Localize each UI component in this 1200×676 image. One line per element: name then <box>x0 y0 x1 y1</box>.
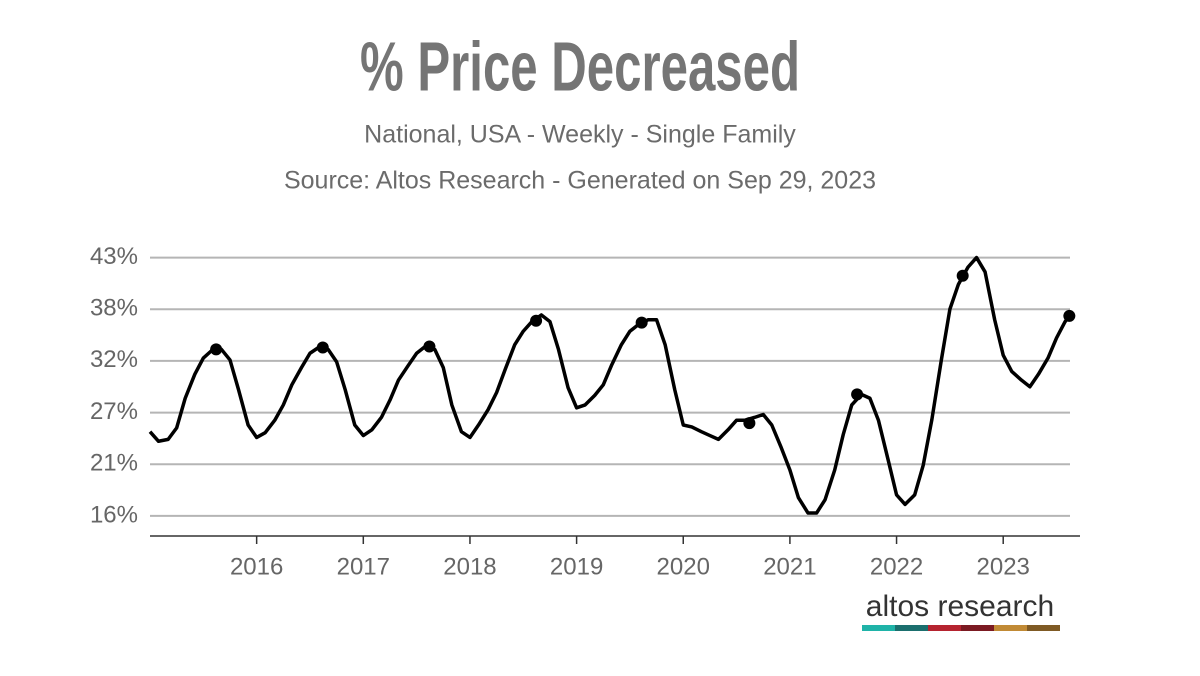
chart-source: Source: Altos Research - Generated on Se… <box>284 167 876 195</box>
data-point <box>635 316 648 329</box>
y-tick-label: 32% <box>90 346 138 373</box>
x-tick-label: 2019 <box>550 553 603 580</box>
data-point <box>423 340 436 353</box>
data-point <box>530 314 543 327</box>
data-point <box>1063 309 1076 322</box>
y-tick-label: 16% <box>90 501 138 528</box>
data-point <box>210 343 223 356</box>
y-tick-label: 43% <box>90 243 138 270</box>
x-tick-label: 2022 <box>870 553 923 580</box>
x-tick-label: 2023 <box>977 553 1030 580</box>
x-tick-label: 2021 <box>763 553 816 580</box>
data-point <box>316 341 329 354</box>
logo-text: altos research <box>866 590 1054 623</box>
y-tick-label: 21% <box>90 450 138 477</box>
data-point <box>743 417 756 430</box>
x-tick-label: 2020 <box>657 553 710 580</box>
chart-title: % Price Decreased <box>360 27 800 105</box>
x-tick-label: 2018 <box>443 553 496 580</box>
y-tick-label: 38% <box>90 295 138 322</box>
x-tick-label: 2016 <box>230 553 283 580</box>
data-point <box>851 388 864 401</box>
x-tick-label: 2017 <box>337 553 390 580</box>
y-tick-label: 27% <box>90 398 138 425</box>
data-point <box>956 269 969 282</box>
data-line <box>148 255 1071 515</box>
logo-bars <box>862 625 1060 631</box>
chart-subtitle: National, USA - Weekly - Single Family <box>364 121 796 149</box>
